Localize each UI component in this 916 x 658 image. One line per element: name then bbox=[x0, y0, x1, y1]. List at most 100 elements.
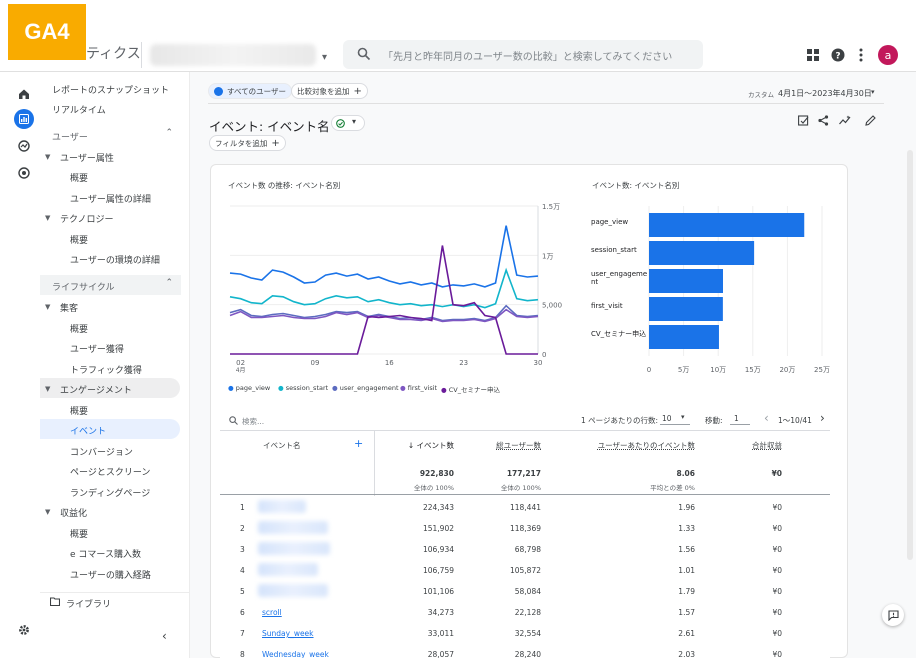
col-header-total-users[interactable]: 総ユーザー数 bbox=[496, 441, 541, 450]
series-line-user_engagement[interactable] bbox=[229, 304, 539, 322]
reports-icon[interactable] bbox=[14, 109, 34, 129]
event-name-link[interactable]: Wednesday_week bbox=[262, 650, 329, 658]
legend-item-session-start[interactable]: ● session_start bbox=[278, 384, 329, 392]
bar[interactable] bbox=[649, 241, 755, 265]
bar[interactable] bbox=[649, 297, 723, 321]
next-page-icon[interactable]: › bbox=[820, 411, 825, 425]
legend-item-user-engagement[interactable]: ● user_engagement bbox=[332, 384, 399, 392]
expand-triangle-icon[interactable]: ▼ bbox=[45, 153, 51, 161]
nav-events[interactable]: イベント bbox=[70, 427, 107, 437]
event-name-redacted[interactable] bbox=[258, 500, 306, 513]
account-dropdown-icon[interactable]: ▾ bbox=[322, 52, 328, 63]
status-chip[interactable]: ▾ bbox=[331, 115, 365, 131]
help-icon[interactable]: ? bbox=[829, 46, 847, 64]
nav-overview[interactable]: 概要 bbox=[70, 407, 89, 417]
legend-item-first-visit[interactable]: ● first_visit bbox=[400, 384, 438, 392]
nav-library[interactable]: ライブラリ bbox=[66, 600, 112, 610]
bar[interactable] bbox=[649, 325, 719, 349]
expand-triangle-icon[interactable]: ▼ bbox=[45, 508, 51, 516]
event-name-link[interactable]: Sunday_week bbox=[262, 629, 314, 638]
app-name[interactable]: ティクス bbox=[86, 46, 141, 62]
nav-pages-screens[interactable]: ページとスクリーン bbox=[70, 468, 151, 478]
table-row[interactable] bbox=[220, 643, 830, 658]
nav-landing-page[interactable]: ランディングページ bbox=[70, 489, 151, 499]
expand-triangle-icon[interactable]: ▼ bbox=[45, 303, 51, 311]
nav-ecommerce[interactable]: e コマース購入数 bbox=[70, 550, 141, 560]
col-header-event-count[interactable]: ↓ イベント数 bbox=[407, 441, 454, 450]
add-comparison-button[interactable]: 比較対象を追加 + bbox=[291, 83, 368, 99]
event-name-redacted[interactable] bbox=[258, 521, 328, 534]
expand-triangle-icon[interactable]: ▼ bbox=[45, 385, 51, 393]
share-icon[interactable] bbox=[818, 115, 829, 126]
nav-overview[interactable]: 概要 bbox=[70, 174, 89, 184]
insights-icon[interactable] bbox=[839, 115, 851, 126]
avatar[interactable]: a bbox=[878, 45, 898, 65]
nav-acquisition[interactable]: 集客 bbox=[60, 304, 79, 314]
rows-per-page-select[interactable]: 10 ▾ bbox=[660, 411, 690, 425]
scrollbar[interactable] bbox=[907, 150, 913, 560]
apps-grid-icon[interactable] bbox=[804, 46, 822, 64]
line-chart[interactable]: 0 5,000 1万 1.5万 02 09 16 23 30 4月 bbox=[222, 196, 570, 394]
nav-user-attributes[interactable]: ユーザー属性 bbox=[60, 154, 114, 164]
bar[interactable] bbox=[649, 269, 723, 293]
explore-icon[interactable] bbox=[14, 136, 34, 156]
table-search-input[interactable]: 検索... bbox=[242, 417, 265, 426]
feedback-button[interactable] bbox=[882, 604, 904, 626]
goto-input[interactable]: 1 bbox=[730, 411, 750, 425]
nav-purchase-path[interactable]: ユーザーの購入経路 bbox=[70, 571, 151, 581]
legend-item-page-view[interactable]: ● page_view bbox=[228, 384, 271, 392]
more-vert-icon[interactable] bbox=[852, 46, 870, 64]
legend-item-cv[interactable]: ● CV_セミナー申込 bbox=[441, 386, 500, 394]
add-filter-button[interactable]: フィルタを追加 + bbox=[209, 135, 286, 151]
table-row[interactable] bbox=[220, 517, 830, 538]
nav-user-attr-detail[interactable]: ユーザー属性の詳細 bbox=[70, 195, 151, 205]
event-name-redacted[interactable] bbox=[258, 542, 330, 555]
nav-section-user[interactable]: ユーザー ⌃ bbox=[40, 125, 181, 145]
account-selector[interactable] bbox=[150, 44, 316, 66]
date-dropdown-icon[interactable]: ▾ bbox=[871, 88, 875, 96]
event-name-link[interactable]: scroll bbox=[262, 608, 282, 617]
nav-section-lifecycle[interactable]: ライフサイクル ⌃ bbox=[40, 275, 181, 295]
col-header-events-per-user[interactable]: ユーザーあたりのイベント数 bbox=[597, 441, 695, 450]
nav-realtime[interactable]: リアルタイム bbox=[52, 106, 106, 116]
table-row[interactable] bbox=[220, 559, 830, 580]
pencil-icon[interactable] bbox=[865, 115, 876, 126]
col-header-event-name[interactable]: イベント名 bbox=[263, 441, 301, 450]
nav-user-acquisition[interactable]: ユーザー獲得 bbox=[70, 345, 124, 355]
table-row[interactable] bbox=[220, 601, 830, 622]
nav-tech-detail[interactable]: ユーザーの環境の詳細 bbox=[70, 256, 160, 266]
series-line-session_start[interactable] bbox=[229, 267, 539, 309]
date-range[interactable]: 4月1日～2023年4月30日 bbox=[778, 89, 872, 98]
all-users-chip[interactable]: すべてのユーザー bbox=[208, 83, 293, 99]
nav-monetization[interactable]: 収益化 bbox=[60, 509, 88, 519]
series-line-page_view[interactable] bbox=[229, 225, 539, 288]
bar-chart[interactable]: 0 5万 10万 15万 20万 25万 page_view session_startuse… bbox=[585, 196, 835, 381]
advertising-icon[interactable] bbox=[14, 163, 34, 183]
collapse-chevron-icon[interactable]: ‹ bbox=[162, 629, 167, 643]
nav-snapshot[interactable]: レポートのスナップショット bbox=[52, 86, 170, 96]
bar[interactable] bbox=[649, 213, 805, 237]
table-row[interactable] bbox=[220, 580, 830, 601]
edit-report-icon[interactable] bbox=[798, 115, 809, 126]
expand-triangle-icon[interactable]: ▼ bbox=[45, 214, 51, 222]
nav-overview[interactable]: 概要 bbox=[70, 236, 89, 246]
nav-engagement[interactable]: エンゲージメント bbox=[60, 386, 132, 396]
nav-conversions[interactable]: コンバージョン bbox=[70, 448, 133, 458]
search-bar[interactable]: 「先月と昨年同月のユーザー数の比較」と検索してみてください bbox=[343, 40, 703, 69]
settings-gear-icon[interactable] bbox=[14, 620, 34, 640]
table-row[interactable] bbox=[220, 622, 830, 643]
nav-overview[interactable]: 概要 bbox=[70, 530, 89, 540]
home-icon[interactable] bbox=[14, 84, 34, 104]
table-row[interactable] bbox=[220, 496, 830, 517]
col-header-revenue[interactable]: 合計収益 bbox=[752, 441, 782, 450]
add-dimension-plus-icon[interactable]: + bbox=[354, 437, 364, 450]
nav-traffic-acquisition[interactable]: トラフィック獲得 bbox=[70, 366, 142, 376]
nav-tech[interactable]: テクノロジー bbox=[60, 215, 114, 225]
event-name-redacted[interactable] bbox=[258, 563, 318, 576]
series-line-cv_[interactable] bbox=[230, 245, 538, 355]
table-row[interactable] bbox=[220, 538, 830, 559]
event-name-redacted[interactable] bbox=[258, 584, 328, 597]
prev-page-icon[interactable]: ‹ bbox=[764, 411, 769, 425]
nav-overview[interactable]: 概要 bbox=[70, 325, 89, 335]
add-comparison-label: 比較対象を追加 bbox=[297, 86, 350, 96]
